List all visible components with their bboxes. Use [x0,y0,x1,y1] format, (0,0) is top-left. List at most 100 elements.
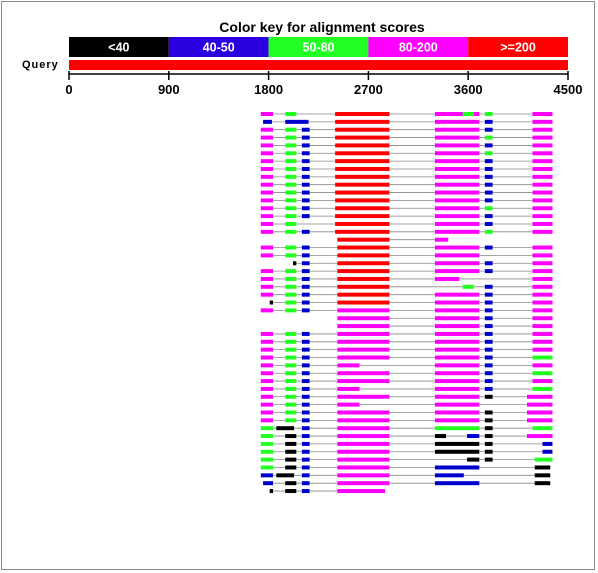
hit-segment [532,151,553,156]
hit-segment [260,386,274,391]
hit-row [269,300,553,305]
hit-segment [434,331,480,336]
hit-segment [434,206,480,211]
hit-segment [335,143,390,148]
hit-segment [285,221,297,226]
hit-segment [484,379,493,384]
hit-segment [434,245,480,250]
hit-segment [434,229,480,234]
hit-segment [532,261,553,266]
hit-segment [434,379,480,384]
hit-segment [434,221,480,226]
hit-segment [337,316,390,321]
hit-segment [335,221,390,226]
hit-segment [484,339,493,344]
tick-label: 1800 [254,82,283,97]
hit-segment [285,449,297,454]
key-swatch [468,37,568,57]
hit-segment [335,182,390,187]
hit-segment [260,465,274,470]
hit-segment [532,229,553,234]
hit-segment [434,135,480,140]
hit-segment [484,386,493,391]
hit-segment [337,457,390,462]
hit-segment [434,143,480,148]
chart-title: Color key for alignment scores [219,19,425,35]
hit-segment [260,339,274,344]
hit-segment [285,198,297,203]
hit-segment [434,355,480,360]
hit-row [260,143,553,148]
hit-row [260,174,553,179]
hit-segment [434,261,480,266]
hit-row [260,190,553,195]
hit-row [260,355,553,360]
hit-segment [260,245,274,250]
hit-row [260,402,553,407]
hit-segment [301,166,310,171]
hit-segment [484,418,493,423]
hit-segment [335,198,390,203]
hit-row [260,410,553,415]
hit-segment [301,481,310,486]
hit-segment [532,324,553,329]
hit-segment [434,363,480,368]
hit-segment [301,284,310,289]
hit-segment [301,190,310,195]
hit-segment [434,174,480,179]
hit-segment [434,434,447,439]
hit-row [260,221,553,226]
hit-segment [337,261,390,266]
hit-segment [260,418,274,423]
hit-segment [335,229,390,234]
hit-segment [335,190,390,195]
hit-segment [301,457,310,462]
hit-segment [337,410,390,415]
hit-segment [285,135,297,140]
hit-segment [526,394,553,399]
hit-segment [434,214,480,219]
hit-segment [285,394,297,399]
hit-segment [337,339,390,344]
key-swatch [268,37,369,57]
hit-segment [301,339,310,344]
hit-segment [285,159,297,164]
hit-segment [301,331,310,336]
hit-segment [484,214,493,219]
hit-segment [484,284,493,289]
hit-segment [260,441,274,446]
hit-segment [434,127,480,132]
hit-row [337,316,553,321]
hit-row [263,481,551,486]
hit-segment [285,269,297,274]
hit-segment [532,221,553,226]
hit-segment [532,143,553,148]
hit-row [260,253,553,258]
hit-segment [532,379,553,384]
color-key: <40 40-50 50-80 80-200 >=200 [69,37,568,57]
hit-segment [285,245,297,250]
hit-segment [335,127,390,132]
hit-row [260,214,553,219]
hit-row [260,276,553,281]
hit-row [260,363,553,368]
hit-segment [532,166,553,171]
hit-segment [434,410,480,415]
hit-segment [337,418,390,423]
hit-segment [285,465,297,470]
key-swatch [69,37,169,57]
hit-segment [532,198,553,203]
hit-segment [301,159,310,164]
hit-segment [301,261,310,266]
hit-segment [434,308,480,313]
hit-segment [532,245,553,250]
hit-row [260,308,553,313]
hit-segment [532,135,553,140]
hit-row [337,324,553,329]
hit-segment [301,473,310,478]
hit-row [260,182,553,187]
hit-segment [260,402,274,407]
hit-segment [301,308,310,313]
